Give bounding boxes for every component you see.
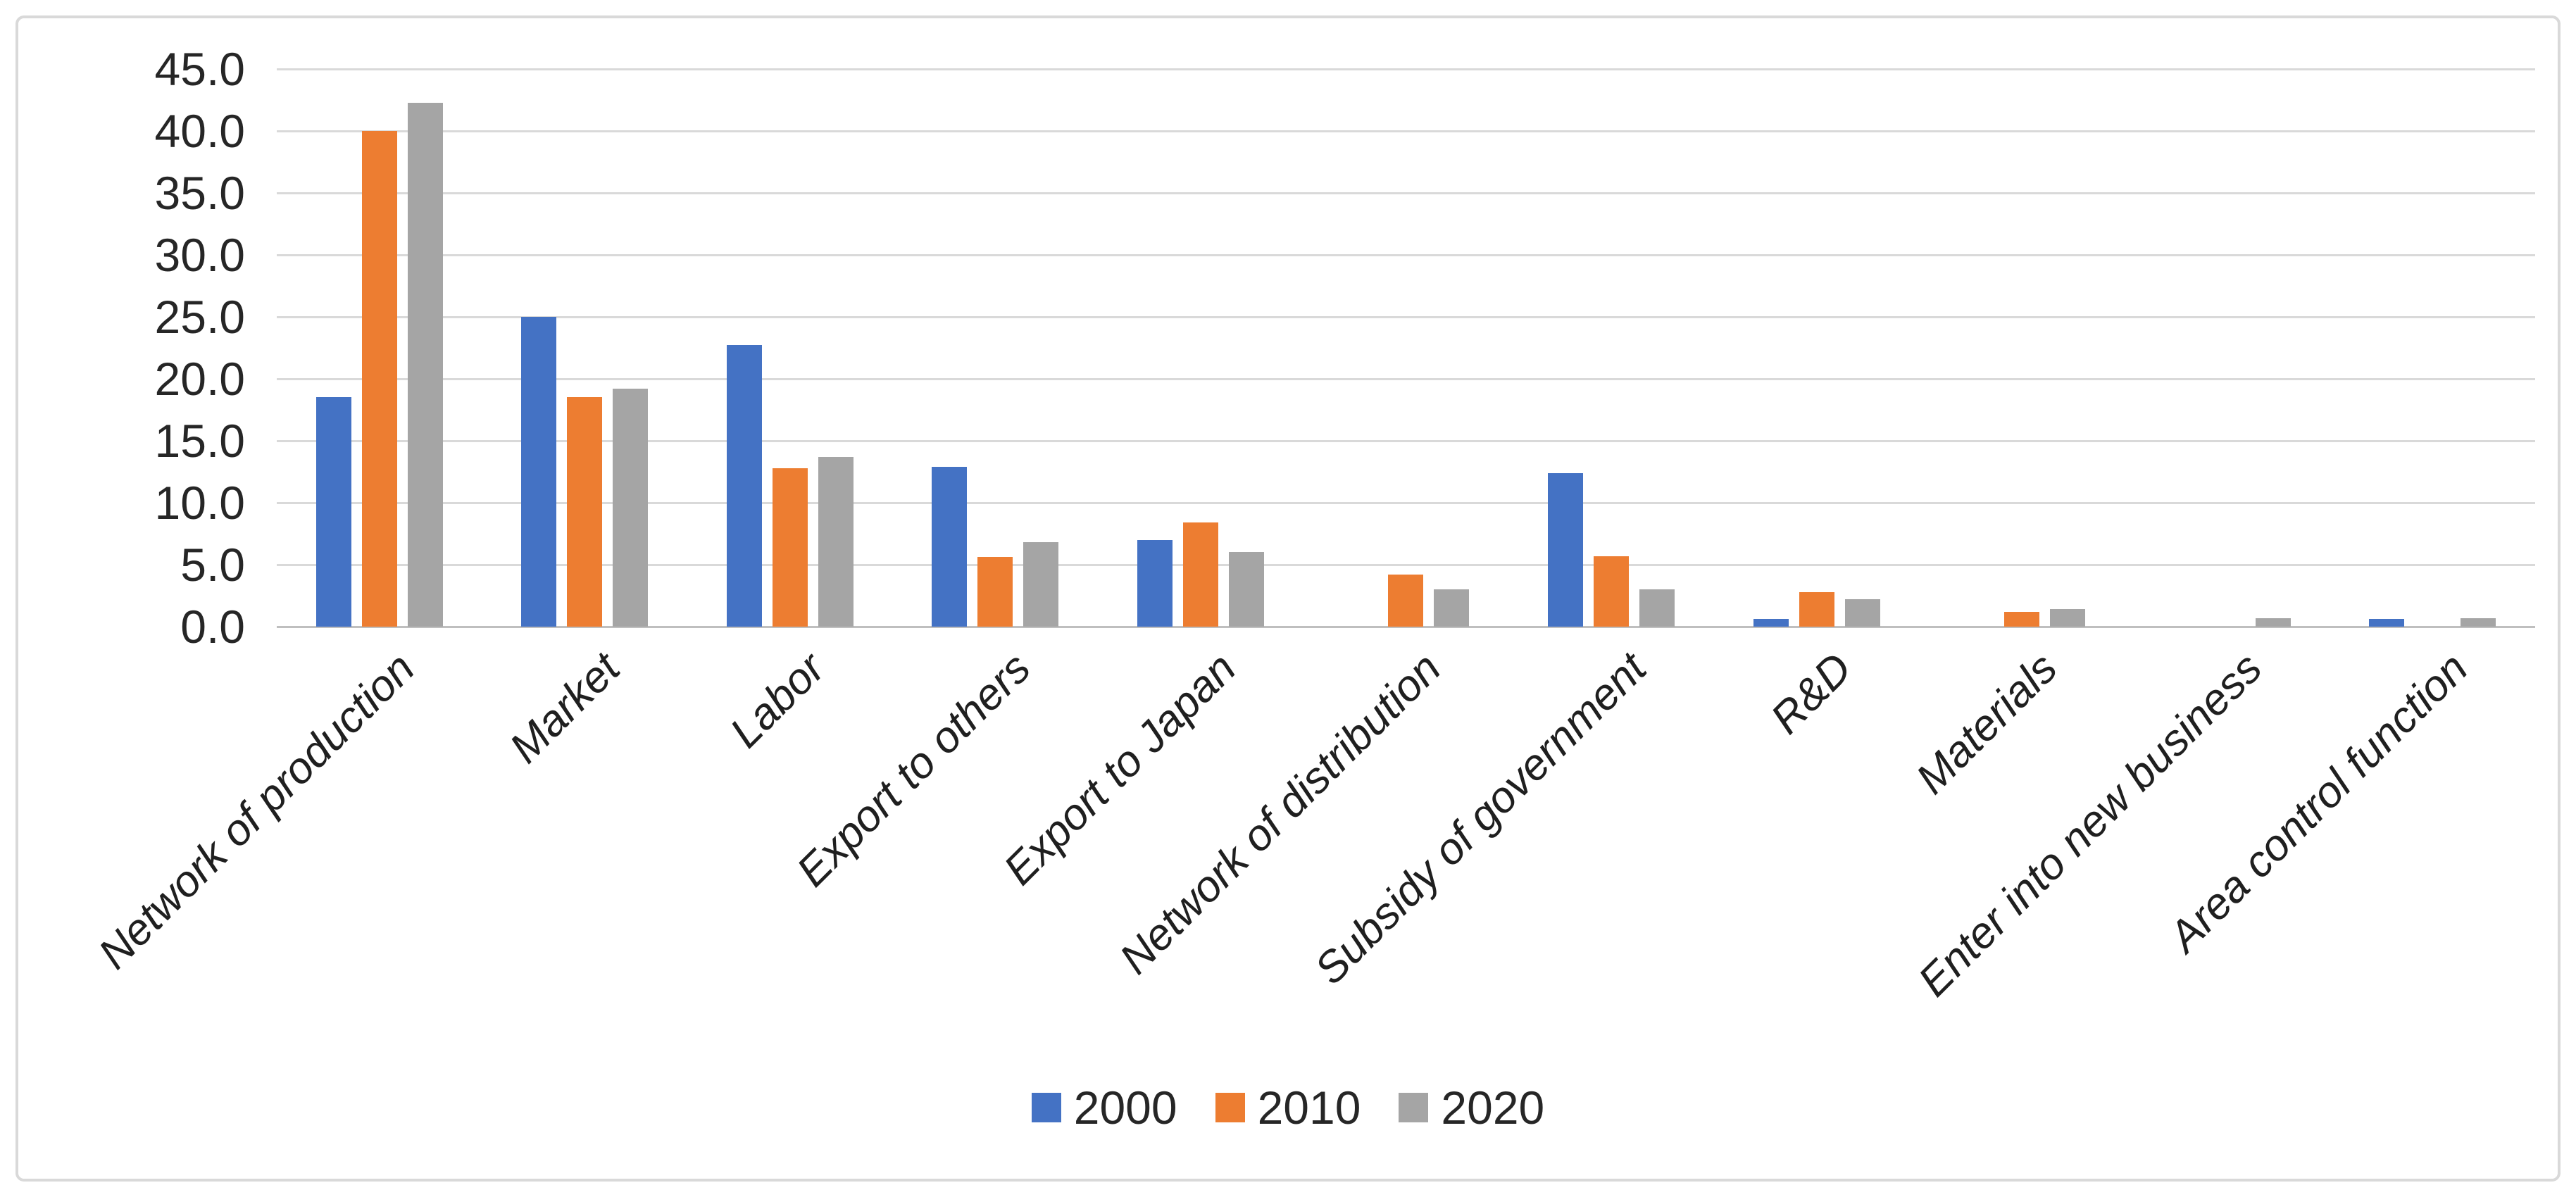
gridline <box>277 192 2535 194</box>
legend-item-2020: 2020 <box>1399 1084 1544 1131</box>
gridline <box>277 68 2535 70</box>
bar-group <box>1098 69 1303 627</box>
gridline <box>277 315 2535 318</box>
legend-swatch-icon <box>1399 1093 1429 1122</box>
bar-2000 <box>932 466 968 627</box>
bar-2000 <box>521 317 557 627</box>
bar-2020 <box>1639 589 1675 627</box>
y-tick-label: 20.0 <box>154 353 245 405</box>
y-tick-label: 35.0 <box>154 167 245 219</box>
bar-group <box>2125 69 2330 627</box>
legend-swatch-icon <box>1215 1093 1245 1122</box>
bar-2020 <box>1228 552 1264 627</box>
bar-2020 <box>2050 609 2086 627</box>
bar-2020 <box>1023 542 1059 627</box>
bar-2000 <box>315 397 351 627</box>
bar-2010 <box>772 468 808 627</box>
bar-2010 <box>1799 591 1834 627</box>
bar-2020 <box>407 102 443 627</box>
plot-area <box>277 68 2535 628</box>
bar-group <box>2330 69 2535 627</box>
y-tick-label: 15.0 <box>154 415 245 467</box>
legend: 2000 2010 2020 <box>0 1084 2576 1131</box>
x-axis-line <box>277 625 2535 628</box>
legend-label: 2010 <box>1257 1082 1361 1134</box>
y-tick-label: 45.0 <box>154 43 245 95</box>
legend-swatch-icon <box>1031 1093 1061 1122</box>
bar-group <box>482 69 688 627</box>
bar-2020 <box>2255 618 2291 627</box>
bar-2020 <box>613 389 649 627</box>
bar-group <box>687 69 893 627</box>
gridline <box>277 377 2535 380</box>
bar-2000 <box>1753 619 1789 627</box>
bar-2010 <box>361 131 397 627</box>
bar-2020 <box>1434 589 1470 627</box>
bar-2010 <box>567 397 603 627</box>
legend-label: 2020 <box>1441 1082 1545 1134</box>
bar-2010 <box>1594 556 1630 627</box>
y-tick-label: 40.0 <box>154 105 245 157</box>
legend-label: 2000 <box>1073 1082 1177 1134</box>
bar-2010 <box>1388 575 1424 627</box>
y-tick-label: 5.0 <box>180 539 245 591</box>
gridline <box>277 501 2535 504</box>
bar-2020 <box>2461 618 2496 627</box>
bar-2010 <box>977 557 1013 627</box>
y-tick-label: 25.0 <box>154 291 245 343</box>
legend-item-2000: 2000 <box>1031 1082 1177 1134</box>
gridline <box>277 563 2535 566</box>
bar-2000 <box>1137 539 1173 627</box>
gridline <box>277 439 2535 442</box>
gridline <box>277 130 2535 132</box>
bar-2010 <box>2004 611 2040 627</box>
bar-group <box>893 69 1099 627</box>
bar-2020 <box>1844 599 1880 627</box>
bar-group <box>277 69 482 627</box>
y-tick-label: 30.0 <box>154 229 245 281</box>
bar-group <box>1303 69 1509 627</box>
bar-group <box>1919 69 2125 627</box>
bar-2020 <box>818 456 854 627</box>
legend-item-2010: 2010 <box>1215 1084 1361 1131</box>
bar-2000 <box>726 345 762 627</box>
bar-2010 <box>1182 522 1218 627</box>
gridline <box>277 253 2535 256</box>
bar-2000 <box>1548 472 1584 627</box>
bar-2000 <box>2369 619 2405 627</box>
bar-group <box>1714 69 1920 627</box>
y-tick-label: 10.0 <box>154 477 245 529</box>
y-tick-label: 0.0 <box>180 601 245 653</box>
bar-group <box>1508 69 1714 627</box>
